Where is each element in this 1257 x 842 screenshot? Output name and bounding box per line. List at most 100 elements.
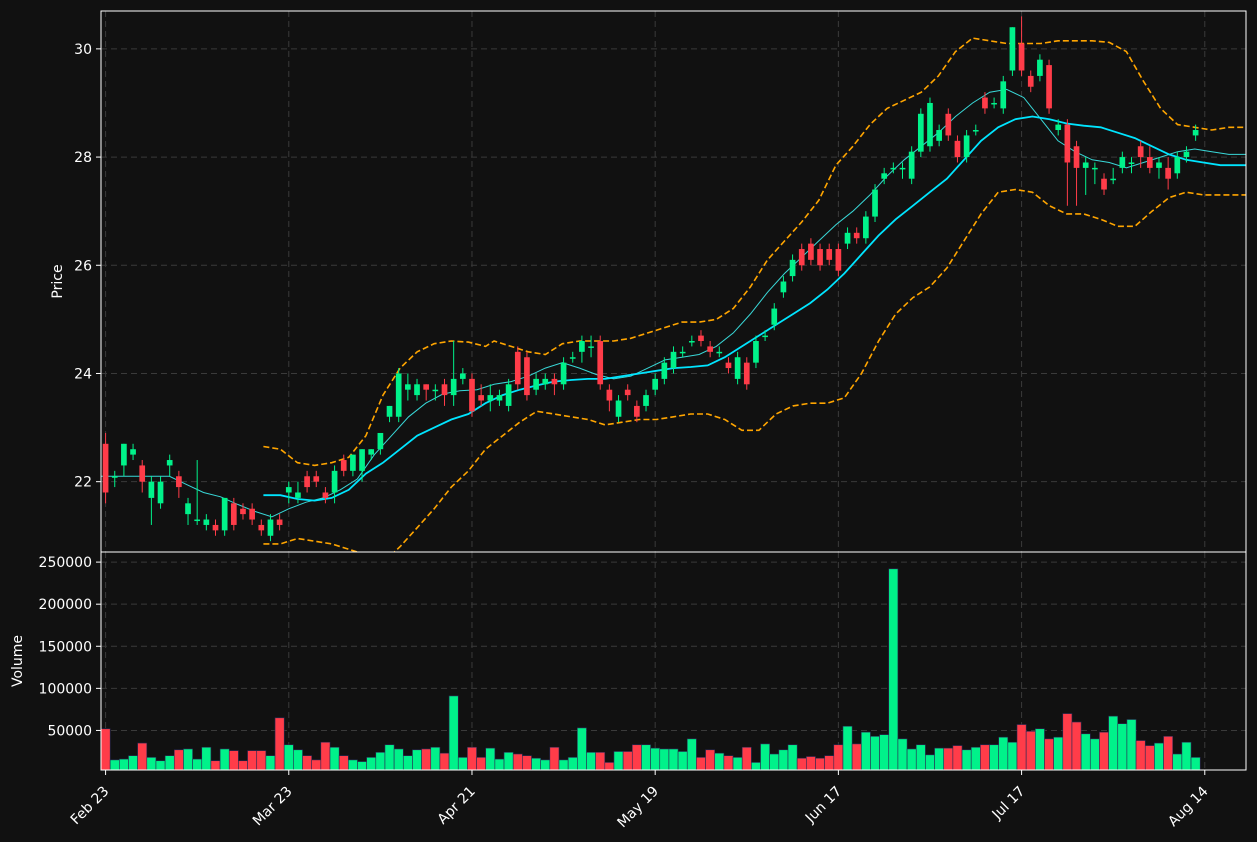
volume-bar bbox=[806, 756, 816, 771]
candle-body bbox=[679, 351, 686, 354]
volume-bar bbox=[961, 749, 972, 771]
candle bbox=[826, 243, 833, 266]
candle bbox=[295, 481, 301, 504]
volume-bar bbox=[348, 759, 358, 771]
candle bbox=[853, 227, 860, 244]
volume-bar bbox=[238, 760, 248, 771]
candle bbox=[505, 378, 512, 412]
candle-body bbox=[652, 378, 659, 390]
candle bbox=[194, 460, 201, 525]
candle bbox=[936, 124, 942, 147]
volume-bar bbox=[677, 751, 688, 771]
candle bbox=[1009, 27, 1016, 76]
candle-body bbox=[1119, 157, 1126, 168]
candle-body bbox=[139, 465, 146, 482]
volume-bar bbox=[540, 759, 551, 771]
candle bbox=[524, 351, 530, 401]
volume-bar bbox=[1071, 721, 1082, 771]
candle-body bbox=[624, 389, 631, 396]
candle-body bbox=[716, 351, 723, 354]
volume-bar bbox=[183, 748, 193, 771]
candle-body bbox=[560, 362, 567, 385]
candle-body bbox=[441, 384, 448, 396]
candle-body bbox=[533, 378, 539, 390]
volume-bar bbox=[760, 743, 770, 771]
volume-bar bbox=[467, 746, 477, 771]
volume-bar bbox=[769, 753, 780, 771]
candle bbox=[478, 384, 484, 406]
candle bbox=[249, 503, 255, 525]
candle bbox=[789, 254, 796, 282]
volume-grid bbox=[101, 552, 1246, 770]
candle-body bbox=[1027, 75, 1034, 87]
volume-bar bbox=[531, 757, 541, 771]
volume-bar bbox=[934, 747, 945, 771]
candle bbox=[533, 373, 539, 396]
candle-body bbox=[1009, 27, 1016, 71]
candle-body bbox=[945, 113, 952, 136]
candle-body bbox=[890, 167, 897, 170]
candle-body bbox=[762, 335, 768, 338]
candle bbox=[469, 373, 475, 417]
volume-bar bbox=[1190, 757, 1201, 771]
candle bbox=[148, 476, 155, 525]
candle bbox=[1055, 119, 1062, 136]
candle-body bbox=[102, 443, 109, 493]
candle bbox=[1092, 162, 1098, 185]
candle bbox=[743, 357, 750, 390]
candle-body bbox=[121, 443, 127, 466]
price-axis-label: Price bbox=[50, 264, 66, 298]
volume-bar bbox=[421, 748, 432, 771]
candle bbox=[835, 243, 842, 277]
candle-body bbox=[826, 249, 833, 260]
candle bbox=[716, 346, 723, 358]
candle bbox=[963, 130, 970, 163]
candle-body bbox=[661, 362, 668, 379]
volume-bar bbox=[128, 755, 138, 771]
candle-body bbox=[1055, 124, 1062, 131]
volume-bar bbox=[1035, 728, 1045, 771]
volume-bar bbox=[164, 755, 175, 771]
candle-body bbox=[340, 460, 347, 471]
candle bbox=[606, 384, 613, 412]
volume-bar bbox=[1108, 715, 1119, 771]
candle-body bbox=[1146, 157, 1153, 168]
candle-body bbox=[176, 476, 182, 488]
candle bbox=[1037, 54, 1043, 82]
candle bbox=[991, 97, 997, 109]
volume-bar bbox=[1117, 723, 1128, 771]
candle bbox=[643, 389, 649, 412]
price-tick-label: 30 bbox=[74, 42, 92, 58]
volume-bar bbox=[842, 725, 853, 771]
volume-tick-label: 250000 bbox=[39, 555, 92, 571]
volume-bar bbox=[1172, 753, 1183, 771]
candle-body bbox=[597, 341, 604, 385]
volume-bar bbox=[503, 752, 514, 771]
volume-tick-label: 50000 bbox=[47, 723, 92, 739]
candle bbox=[890, 162, 897, 174]
volume-bar bbox=[906, 748, 917, 771]
candle-body bbox=[908, 151, 915, 179]
candle bbox=[423, 384, 430, 401]
volume-bar bbox=[448, 695, 459, 771]
candle-body bbox=[798, 249, 805, 266]
candle bbox=[139, 460, 146, 493]
candle-body bbox=[551, 378, 558, 385]
volume-bar bbox=[192, 758, 203, 771]
volume-bar bbox=[384, 744, 395, 771]
volume-bar bbox=[302, 755, 312, 771]
candle-body bbox=[1110, 178, 1117, 181]
candle bbox=[221, 497, 228, 536]
volume-bar bbox=[787, 744, 798, 771]
candle bbox=[725, 357, 732, 374]
volume-bar bbox=[402, 755, 413, 771]
candle-body bbox=[285, 487, 292, 493]
volume-bar bbox=[549, 746, 560, 771]
candle bbox=[817, 243, 823, 271]
candle-body bbox=[1037, 59, 1043, 76]
volume-bar bbox=[860, 731, 871, 771]
volume-bar bbox=[824, 755, 835, 771]
candle-body bbox=[1000, 81, 1007, 109]
volume-bar bbox=[989, 744, 999, 771]
candle bbox=[588, 335, 594, 358]
